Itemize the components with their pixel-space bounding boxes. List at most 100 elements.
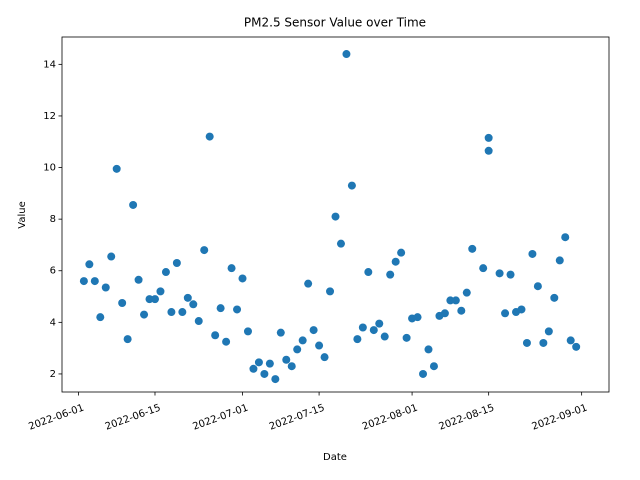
point: [522, 338, 531, 347]
point: [287, 362, 296, 371]
x-tick-label: 2022-06-15: [104, 403, 162, 433]
point: [265, 359, 274, 368]
point: [495, 269, 504, 278]
y-tick-label: 4: [50, 317, 56, 328]
point: [118, 298, 127, 307]
point: [561, 233, 570, 242]
y-tick-label: 2: [50, 369, 56, 380]
point: [227, 264, 236, 273]
point: [200, 246, 209, 255]
point: [402, 333, 411, 342]
point: [112, 164, 121, 173]
point: [375, 319, 384, 328]
point: [161, 268, 170, 277]
point: [249, 364, 258, 373]
point: [134, 275, 143, 284]
point: [107, 252, 116, 261]
point: [550, 293, 559, 302]
point: [386, 270, 395, 279]
point: [468, 244, 477, 253]
point: [216, 304, 225, 313]
x-tick-label: 2022-08-15: [437, 403, 495, 433]
point: [183, 293, 192, 302]
x-tick-label: 2022-08-01: [361, 403, 419, 433]
point: [101, 283, 110, 292]
point: [331, 212, 340, 221]
y-tick-label: 8: [50, 214, 56, 225]
point: [457, 306, 466, 315]
point: [544, 327, 553, 336]
plot-frame: [61, 36, 610, 393]
point: [347, 181, 356, 190]
point: [440, 309, 449, 318]
x-tick-label: 2022-09-01: [530, 403, 588, 433]
point: [233, 305, 242, 314]
y-tick-label: 12: [43, 111, 56, 122]
point: [145, 295, 154, 304]
point: [194, 317, 203, 326]
point: [517, 305, 526, 314]
point: [129, 200, 138, 209]
point: [326, 287, 335, 296]
point: [364, 268, 373, 277]
point: [189, 300, 198, 309]
chart-title: PM2.5 Sensor Value over Time: [244, 16, 426, 30]
point: [506, 270, 515, 279]
point: [419, 369, 428, 378]
point: [79, 277, 88, 286]
point: [96, 313, 105, 322]
point: [222, 337, 231, 346]
point: [353, 335, 362, 344]
point: [342, 50, 351, 59]
x-tick-label: 2022-07-15: [268, 403, 326, 433]
x-tick-label: 2022-06-01: [27, 403, 85, 433]
point: [484, 146, 493, 155]
point: [566, 336, 575, 345]
y-tick-label: 14: [43, 59, 56, 70]
point: [172, 259, 181, 268]
point: [271, 375, 280, 384]
point: [211, 331, 220, 340]
point: [397, 248, 406, 257]
point: [391, 257, 400, 266]
point: [533, 282, 542, 291]
point: [293, 345, 302, 354]
point: [484, 133, 493, 142]
point: [413, 313, 422, 322]
point: [380, 332, 389, 341]
point: [304, 279, 313, 288]
y-tick-label: 6: [50, 266, 56, 277]
point: [90, 277, 99, 286]
y-tick-label: 10: [43, 163, 56, 174]
point: [260, 369, 269, 378]
point: [424, 345, 433, 354]
point: [336, 239, 345, 248]
point: [282, 355, 291, 364]
point: [140, 310, 149, 319]
point: [539, 338, 548, 347]
point: [369, 326, 378, 335]
point: [167, 308, 176, 317]
point: [298, 336, 307, 345]
point: [238, 274, 247, 283]
point: [501, 309, 510, 318]
point: [446, 296, 455, 305]
point: [243, 327, 252, 336]
point: [572, 342, 581, 351]
point: [528, 249, 537, 258]
point: [309, 326, 318, 335]
x-axis-label: Date: [323, 452, 347, 463]
x-tick-label: 2022-07-01: [191, 403, 249, 433]
point: [156, 287, 165, 296]
point: [205, 132, 214, 141]
point: [123, 335, 132, 344]
point: [320, 353, 329, 362]
point: [555, 256, 564, 265]
point: [150, 295, 159, 304]
point: [479, 264, 488, 273]
point: [429, 362, 438, 371]
point: [451, 296, 460, 305]
point: [276, 328, 285, 337]
y-axis-label: Value: [17, 201, 28, 228]
